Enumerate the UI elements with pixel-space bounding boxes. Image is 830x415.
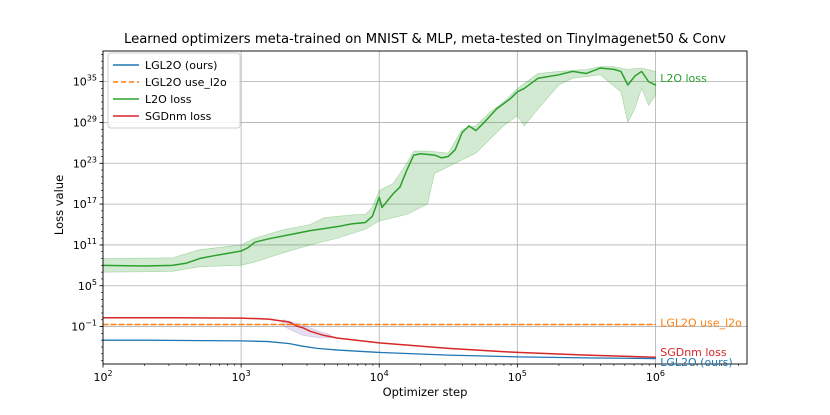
legend-label: L2O loss	[145, 93, 192, 106]
l2o-loss-end-label: L2O loss	[660, 72, 707, 85]
y-tick-label: 1011	[73, 237, 97, 252]
y-tick-label: 1023	[73, 155, 97, 170]
x-tick-label: 105	[508, 369, 527, 384]
plot-frame	[102, 50, 748, 365]
x-tick-label: 106	[646, 369, 665, 384]
x-tick-label: 104	[370, 369, 389, 384]
end-labels: LGL2O (ours) LGL2O use_l2o L2O loss SGDnm l…	[660, 72, 742, 369]
series-lines	[102, 67, 657, 360]
lgl2o-ours-line	[102, 339, 657, 360]
y-tick-label: 1035	[73, 74, 97, 89]
x-tick-label: 102	[93, 369, 112, 384]
legend-label: LGL2O (ours)	[145, 59, 217, 72]
y-tick-label: 10−1	[71, 319, 97, 334]
x-axis-label: Optimizer step	[383, 385, 468, 399]
lgl2o-use-l2o-end-label: LGL2O use_l2o	[660, 317, 742, 330]
y-tick-label: 1017	[73, 196, 97, 211]
y-tick-label: 105	[78, 278, 97, 293]
legend-entries: LGL2O (ours) LGL2O use_l2o L2O loss SGDnm l…	[113, 59, 227, 123]
sgdnm-loss-line	[102, 316, 657, 358]
legend-box	[107, 52, 241, 129]
y-tick-label: 1029	[73, 114, 97, 129]
lgl2o-ours-end-label: LGL2O (ours)	[660, 356, 732, 369]
l2o-loss-line	[102, 67, 657, 267]
legend-label: LGL2O use_l2o	[145, 76, 227, 89]
l2o-loss-band	[102, 66, 656, 273]
legend: LGL2O (ours) LGL2O use_l2o L2O loss SGDnm l…	[107, 52, 241, 129]
y-axis-label: Loss value	[52, 175, 66, 235]
chart-title: Learned optimizers meta-trained on MNIST…	[124, 32, 726, 47]
x-tick-label: 103	[232, 369, 251, 384]
axis-ticks: 102 103 104 105 106 10−1 105 1011 1017 1023 1029 10…	[71, 54, 739, 384]
legend-label: SGDnm loss	[145, 110, 212, 123]
sgdnm-loss-end-label: SGDnm loss	[660, 346, 727, 359]
grid-lines	[102, 51, 747, 364]
